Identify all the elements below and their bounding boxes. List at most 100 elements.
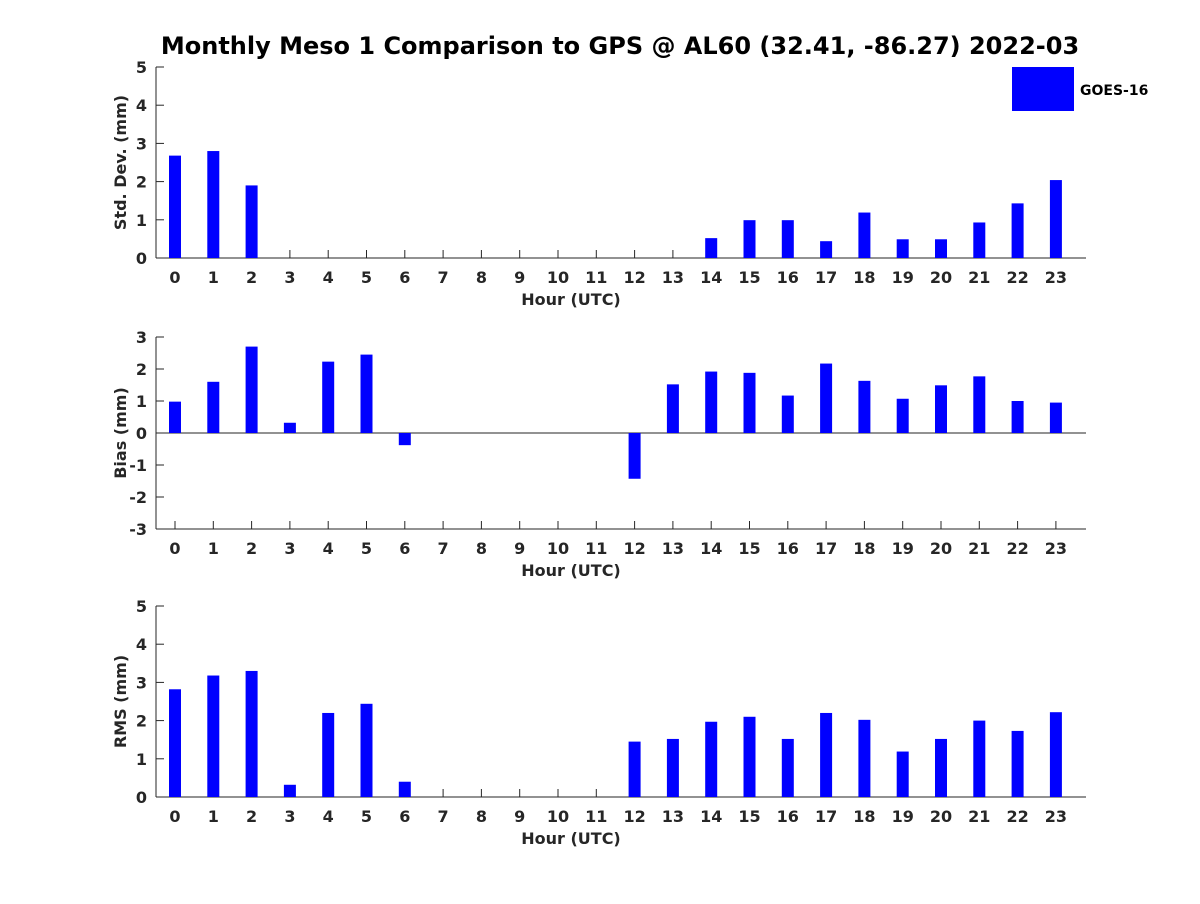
- y-tick-label: 2: [136, 360, 147, 379]
- y-tick-label: 0: [136, 424, 147, 443]
- x-tick-label: 5: [361, 268, 372, 287]
- x-tick-label: 14: [700, 807, 722, 826]
- x-tick-label: 11: [585, 807, 607, 826]
- bar-hour-23: [1049, 402, 1062, 433]
- bar-hour-3: [283, 784, 296, 797]
- x-tick-label: 4: [323, 539, 334, 558]
- bar-hour-2: [245, 670, 258, 797]
- x-tick-label: 9: [514, 268, 525, 287]
- y-tick-label: -1: [129, 456, 147, 475]
- x-tick-label: 1: [208, 539, 219, 558]
- x-tick-label: 17: [815, 807, 837, 826]
- bar-hour-14: [705, 238, 718, 258]
- x-tick-label: 2: [246, 268, 257, 287]
- bar-hour-4: [322, 712, 335, 797]
- y-tick-label: 3: [136, 328, 147, 347]
- x-tick-label: 0: [169, 807, 180, 826]
- x-tick-label: 11: [585, 268, 607, 287]
- legend-label: GOES-16: [1080, 83, 1148, 99]
- x-tick-label: 9: [514, 807, 525, 826]
- x-tick-label: 0: [169, 268, 180, 287]
- x-tick-label: 13: [662, 268, 684, 287]
- x-tick-label: 5: [361, 807, 372, 826]
- y-tick-label: 3: [136, 134, 147, 153]
- x-tick-label: 12: [623, 268, 645, 287]
- x-tick-label: 21: [968, 539, 990, 558]
- x-tick-label: 15: [738, 807, 760, 826]
- bar-hour-1: [207, 675, 220, 797]
- bar-hour-4: [322, 361, 335, 433]
- x-tick-label: 4: [323, 268, 334, 287]
- x-tick-label: 19: [892, 539, 914, 558]
- y-tick-label: 2: [136, 173, 147, 192]
- bar-hour-1: [207, 151, 220, 258]
- bar-hour-13: [666, 384, 679, 433]
- bar-hour-20: [935, 239, 947, 258]
- y-tick-label: 2: [136, 712, 147, 731]
- x-tick-label: 3: [284, 539, 295, 558]
- x-tick-label: 6: [399, 539, 410, 558]
- x-axis-label: Hour (UTC): [521, 561, 621, 580]
- bar-hour-21: [973, 376, 986, 433]
- y-tick-label: 0: [136, 249, 147, 268]
- bar-hour-16: [781, 738, 794, 797]
- bar-hour-20: [935, 738, 947, 797]
- bar-hour-22: [1011, 401, 1024, 433]
- bar-hour-3: [283, 422, 296, 433]
- bar-hour-19: [896, 751, 909, 797]
- bar-hour-12: [628, 741, 641, 797]
- bar-hour-18: [858, 212, 871, 258]
- x-tick-label: 3: [284, 807, 295, 826]
- bar-hour-14: [705, 371, 718, 433]
- y-tick-label: 0: [136, 788, 147, 807]
- bar-hour-15: [743, 220, 756, 258]
- x-tick-label: 13: [662, 539, 684, 558]
- x-tick-label: 8: [476, 539, 487, 558]
- bar-hour-6: [398, 781, 411, 797]
- legend-swatch: [1012, 67, 1074, 111]
- x-tick-label: 11: [585, 539, 607, 558]
- x-tick-label: 22: [1006, 539, 1028, 558]
- x-tick-label: 12: [623, 807, 645, 826]
- bar-hour-18: [858, 719, 871, 797]
- x-tick-label: 19: [892, 268, 914, 287]
- bar-hour-23: [1049, 180, 1062, 258]
- x-tick-label: 1: [208, 807, 219, 826]
- x-tick-label: 2: [246, 539, 257, 558]
- x-tick-label: 23: [1045, 807, 1067, 826]
- x-tick-label: 7: [438, 539, 449, 558]
- x-tick-label: 18: [853, 807, 875, 826]
- bar-hour-23: [1049, 712, 1062, 797]
- x-tick-label: 14: [700, 268, 722, 287]
- x-tick-label: 15: [738, 539, 760, 558]
- x-tick-label: 5: [361, 539, 372, 558]
- bar-hour-13: [666, 738, 679, 797]
- y-axis-label: RMS (mm): [111, 655, 130, 748]
- y-axis-label: Bias (mm): [111, 387, 130, 479]
- x-tick-label: 17: [815, 539, 837, 558]
- x-tick-label: 23: [1045, 268, 1067, 287]
- bar-hour-6: [398, 433, 411, 446]
- x-tick-label: 9: [514, 539, 525, 558]
- bar-hour-15: [743, 372, 756, 433]
- x-tick-label: 8: [476, 268, 487, 287]
- y-tick-label: 5: [136, 597, 147, 616]
- x-tick-label: 13: [662, 807, 684, 826]
- x-tick-label: 17: [815, 268, 837, 287]
- bar-hour-16: [781, 220, 794, 258]
- legend: GOES-16: [1012, 67, 1148, 111]
- x-tick-label: 23: [1045, 539, 1067, 558]
- x-tick-label: 3: [284, 268, 295, 287]
- bar-hour-16: [781, 395, 794, 433]
- bar-hour-0: [169, 401, 181, 433]
- chart-title: Monthly Meso 1 Comparison to GPS @ AL60 …: [161, 32, 1079, 60]
- x-tick-label: 12: [623, 539, 645, 558]
- x-tick-label: 10: [547, 539, 569, 558]
- x-tick-label: 16: [777, 807, 799, 826]
- x-tick-label: 20: [930, 807, 952, 826]
- x-tick-label: 1: [208, 268, 219, 287]
- x-tick-label: 14: [700, 539, 722, 558]
- bar-hour-1: [207, 381, 220, 433]
